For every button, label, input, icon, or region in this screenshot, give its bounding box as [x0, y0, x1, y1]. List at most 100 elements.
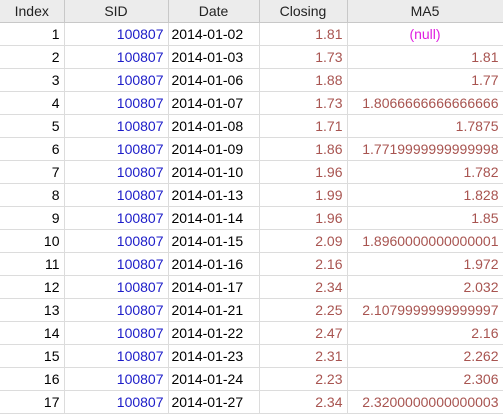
- cell-closing[interactable]: 2.23: [259, 367, 348, 391]
- cell-date[interactable]: 2014-01-09: [168, 137, 260, 161]
- table-row[interactable]: 12 100807 2014-01-17 2.34 2.032: [0, 275, 503, 299]
- cell-ma5[interactable]: 2.032: [347, 275, 503, 299]
- cell-ma5[interactable]: 1.828: [347, 183, 503, 207]
- table-row[interactable]: 5 100807 2014-01-08 1.71 1.7875: [0, 114, 503, 138]
- cell-sid[interactable]: 100807: [64, 344, 169, 368]
- cell-sid[interactable]: 100807: [64, 321, 169, 345]
- table-row[interactable]: 8 100807 2014-01-13 1.99 1.828: [0, 183, 503, 207]
- cell-index[interactable]: 17: [0, 390, 65, 414]
- cell-sid[interactable]: 100807: [64, 137, 169, 161]
- cell-date[interactable]: 2014-01-22: [168, 321, 260, 345]
- cell-ma5[interactable]: 1.85: [347, 206, 503, 230]
- cell-date[interactable]: 2014-01-16: [168, 252, 260, 276]
- cell-closing[interactable]: 1.96: [259, 206, 348, 230]
- cell-index[interactable]: 10: [0, 229, 65, 253]
- cell-sid[interactable]: 100807: [64, 298, 169, 322]
- column-header-index[interactable]: Index: [0, 0, 65, 23]
- cell-closing[interactable]: 2.09: [259, 229, 348, 253]
- table-row[interactable]: 3 100807 2014-01-06 1.88 1.77: [0, 68, 503, 92]
- table-row[interactable]: 9 100807 2014-01-14 1.96 1.85: [0, 206, 503, 230]
- cell-index[interactable]: 12: [0, 275, 65, 299]
- cell-closing[interactable]: 1.86: [259, 137, 348, 161]
- cell-closing[interactable]: 2.47: [259, 321, 348, 345]
- cell-sid[interactable]: 100807: [64, 252, 169, 276]
- column-header-sid[interactable]: SID: [64, 0, 169, 23]
- cell-ma5[interactable]: 1.8960000000000001: [347, 229, 503, 253]
- cell-date[interactable]: 2014-01-15: [168, 229, 260, 253]
- cell-sid[interactable]: 100807: [64, 68, 169, 92]
- cell-date[interactable]: 2014-01-07: [168, 91, 260, 115]
- cell-closing[interactable]: 1.73: [259, 45, 348, 69]
- cell-sid[interactable]: 100807: [64, 275, 169, 299]
- cell-index[interactable]: 2: [0, 45, 65, 69]
- cell-closing[interactable]: 2.25: [259, 298, 348, 322]
- cell-index[interactable]: 5: [0, 114, 65, 138]
- column-header-date[interactable]: Date: [168, 0, 260, 23]
- cell-index[interactable]: 15: [0, 344, 65, 368]
- cell-ma5[interactable]: (null): [347, 22, 503, 46]
- cell-sid[interactable]: 100807: [64, 229, 169, 253]
- cell-index[interactable]: 4: [0, 91, 65, 115]
- table-row[interactable]: 16 100807 2014-01-24 2.23 2.306: [0, 367, 503, 391]
- cell-ma5[interactable]: 2.1079999999999997: [347, 298, 503, 322]
- cell-ma5[interactable]: 1.7719999999999998: [347, 137, 503, 161]
- cell-ma5[interactable]: 1.782: [347, 160, 503, 184]
- cell-date[interactable]: 2014-01-03: [168, 45, 260, 69]
- cell-sid[interactable]: 100807: [64, 367, 169, 391]
- table-row[interactable]: 14 100807 2014-01-22 2.47 2.16: [0, 321, 503, 345]
- table-row[interactable]: 13 100807 2014-01-21 2.25 2.1079999999999997: [0, 298, 503, 322]
- cell-index[interactable]: 14: [0, 321, 65, 345]
- table-row[interactable]: 2 100807 2014-01-03 1.73 1.81: [0, 45, 503, 69]
- cell-index[interactable]: 1: [0, 22, 65, 46]
- cell-date[interactable]: 2014-01-14: [168, 206, 260, 230]
- cell-closing[interactable]: 2.31: [259, 344, 348, 368]
- cell-ma5[interactable]: 2.306: [347, 367, 503, 391]
- cell-index[interactable]: 13: [0, 298, 65, 322]
- cell-ma5[interactable]: 1.77: [347, 68, 503, 92]
- cell-date[interactable]: 2014-01-27: [168, 390, 260, 414]
- cell-date[interactable]: 2014-01-06: [168, 68, 260, 92]
- cell-index[interactable]: 8: [0, 183, 65, 207]
- cell-ma5[interactable]: 2.3200000000000003: [347, 390, 503, 414]
- cell-sid[interactable]: 100807: [64, 206, 169, 230]
- table-row[interactable]: 7 100807 2014-01-10 1.96 1.782: [0, 160, 503, 184]
- cell-date[interactable]: 2014-01-17: [168, 275, 260, 299]
- cell-closing[interactable]: 2.16: [259, 252, 348, 276]
- table-row[interactable]: 11 100807 2014-01-16 2.16 1.972: [0, 252, 503, 276]
- cell-sid[interactable]: 100807: [64, 22, 169, 46]
- cell-ma5[interactable]: 1.81: [347, 45, 503, 69]
- cell-index[interactable]: 7: [0, 160, 65, 184]
- cell-date[interactable]: 2014-01-02: [168, 22, 260, 46]
- cell-date[interactable]: 2014-01-24: [168, 367, 260, 391]
- table-row[interactable]: 6 100807 2014-01-09 1.86 1.7719999999999998: [0, 137, 503, 161]
- cell-closing[interactable]: 1.99: [259, 183, 348, 207]
- cell-index[interactable]: 6: [0, 137, 65, 161]
- table-row[interactable]: 10 100807 2014-01-15 2.09 1.8960000000000001: [0, 229, 503, 253]
- cell-date[interactable]: 2014-01-13: [168, 183, 260, 207]
- cell-index[interactable]: 9: [0, 206, 65, 230]
- cell-index[interactable]: 16: [0, 367, 65, 391]
- cell-closing[interactable]: 2.34: [259, 275, 348, 299]
- cell-ma5[interactable]: 1.7875: [347, 114, 503, 138]
- cell-sid[interactable]: 100807: [64, 160, 169, 184]
- cell-sid[interactable]: 100807: [64, 183, 169, 207]
- cell-sid[interactable]: 100807: [64, 114, 169, 138]
- cell-sid[interactable]: 100807: [64, 45, 169, 69]
- cell-closing[interactable]: 1.73: [259, 91, 348, 115]
- cell-closing[interactable]: 2.34: [259, 390, 348, 414]
- cell-ma5[interactable]: 2.262: [347, 344, 503, 368]
- column-header-ma5[interactable]: MA5: [347, 0, 503, 23]
- cell-closing[interactable]: 1.71: [259, 114, 348, 138]
- table-row[interactable]: 4 100807 2014-01-07 1.73 1.8066666666666666: [0, 91, 503, 115]
- table-row[interactable]: 1 100807 2014-01-02 1.81 (null): [0, 22, 503, 46]
- cell-date[interactable]: 2014-01-23: [168, 344, 260, 368]
- cell-ma5[interactable]: 1.8066666666666666: [347, 91, 503, 115]
- cell-closing[interactable]: 1.81: [259, 22, 348, 46]
- cell-ma5[interactable]: 1.972: [347, 252, 503, 276]
- table-row[interactable]: 17 100807 2014-01-27 2.34 2.3200000000000003: [0, 390, 503, 414]
- table-row[interactable]: 15 100807 2014-01-23 2.31 2.262: [0, 344, 503, 368]
- cell-sid[interactable]: 100807: [64, 390, 169, 414]
- cell-ma5[interactable]: 2.16: [347, 321, 503, 345]
- cell-sid[interactable]: 100807: [64, 91, 169, 115]
- cell-index[interactable]: 3: [0, 68, 65, 92]
